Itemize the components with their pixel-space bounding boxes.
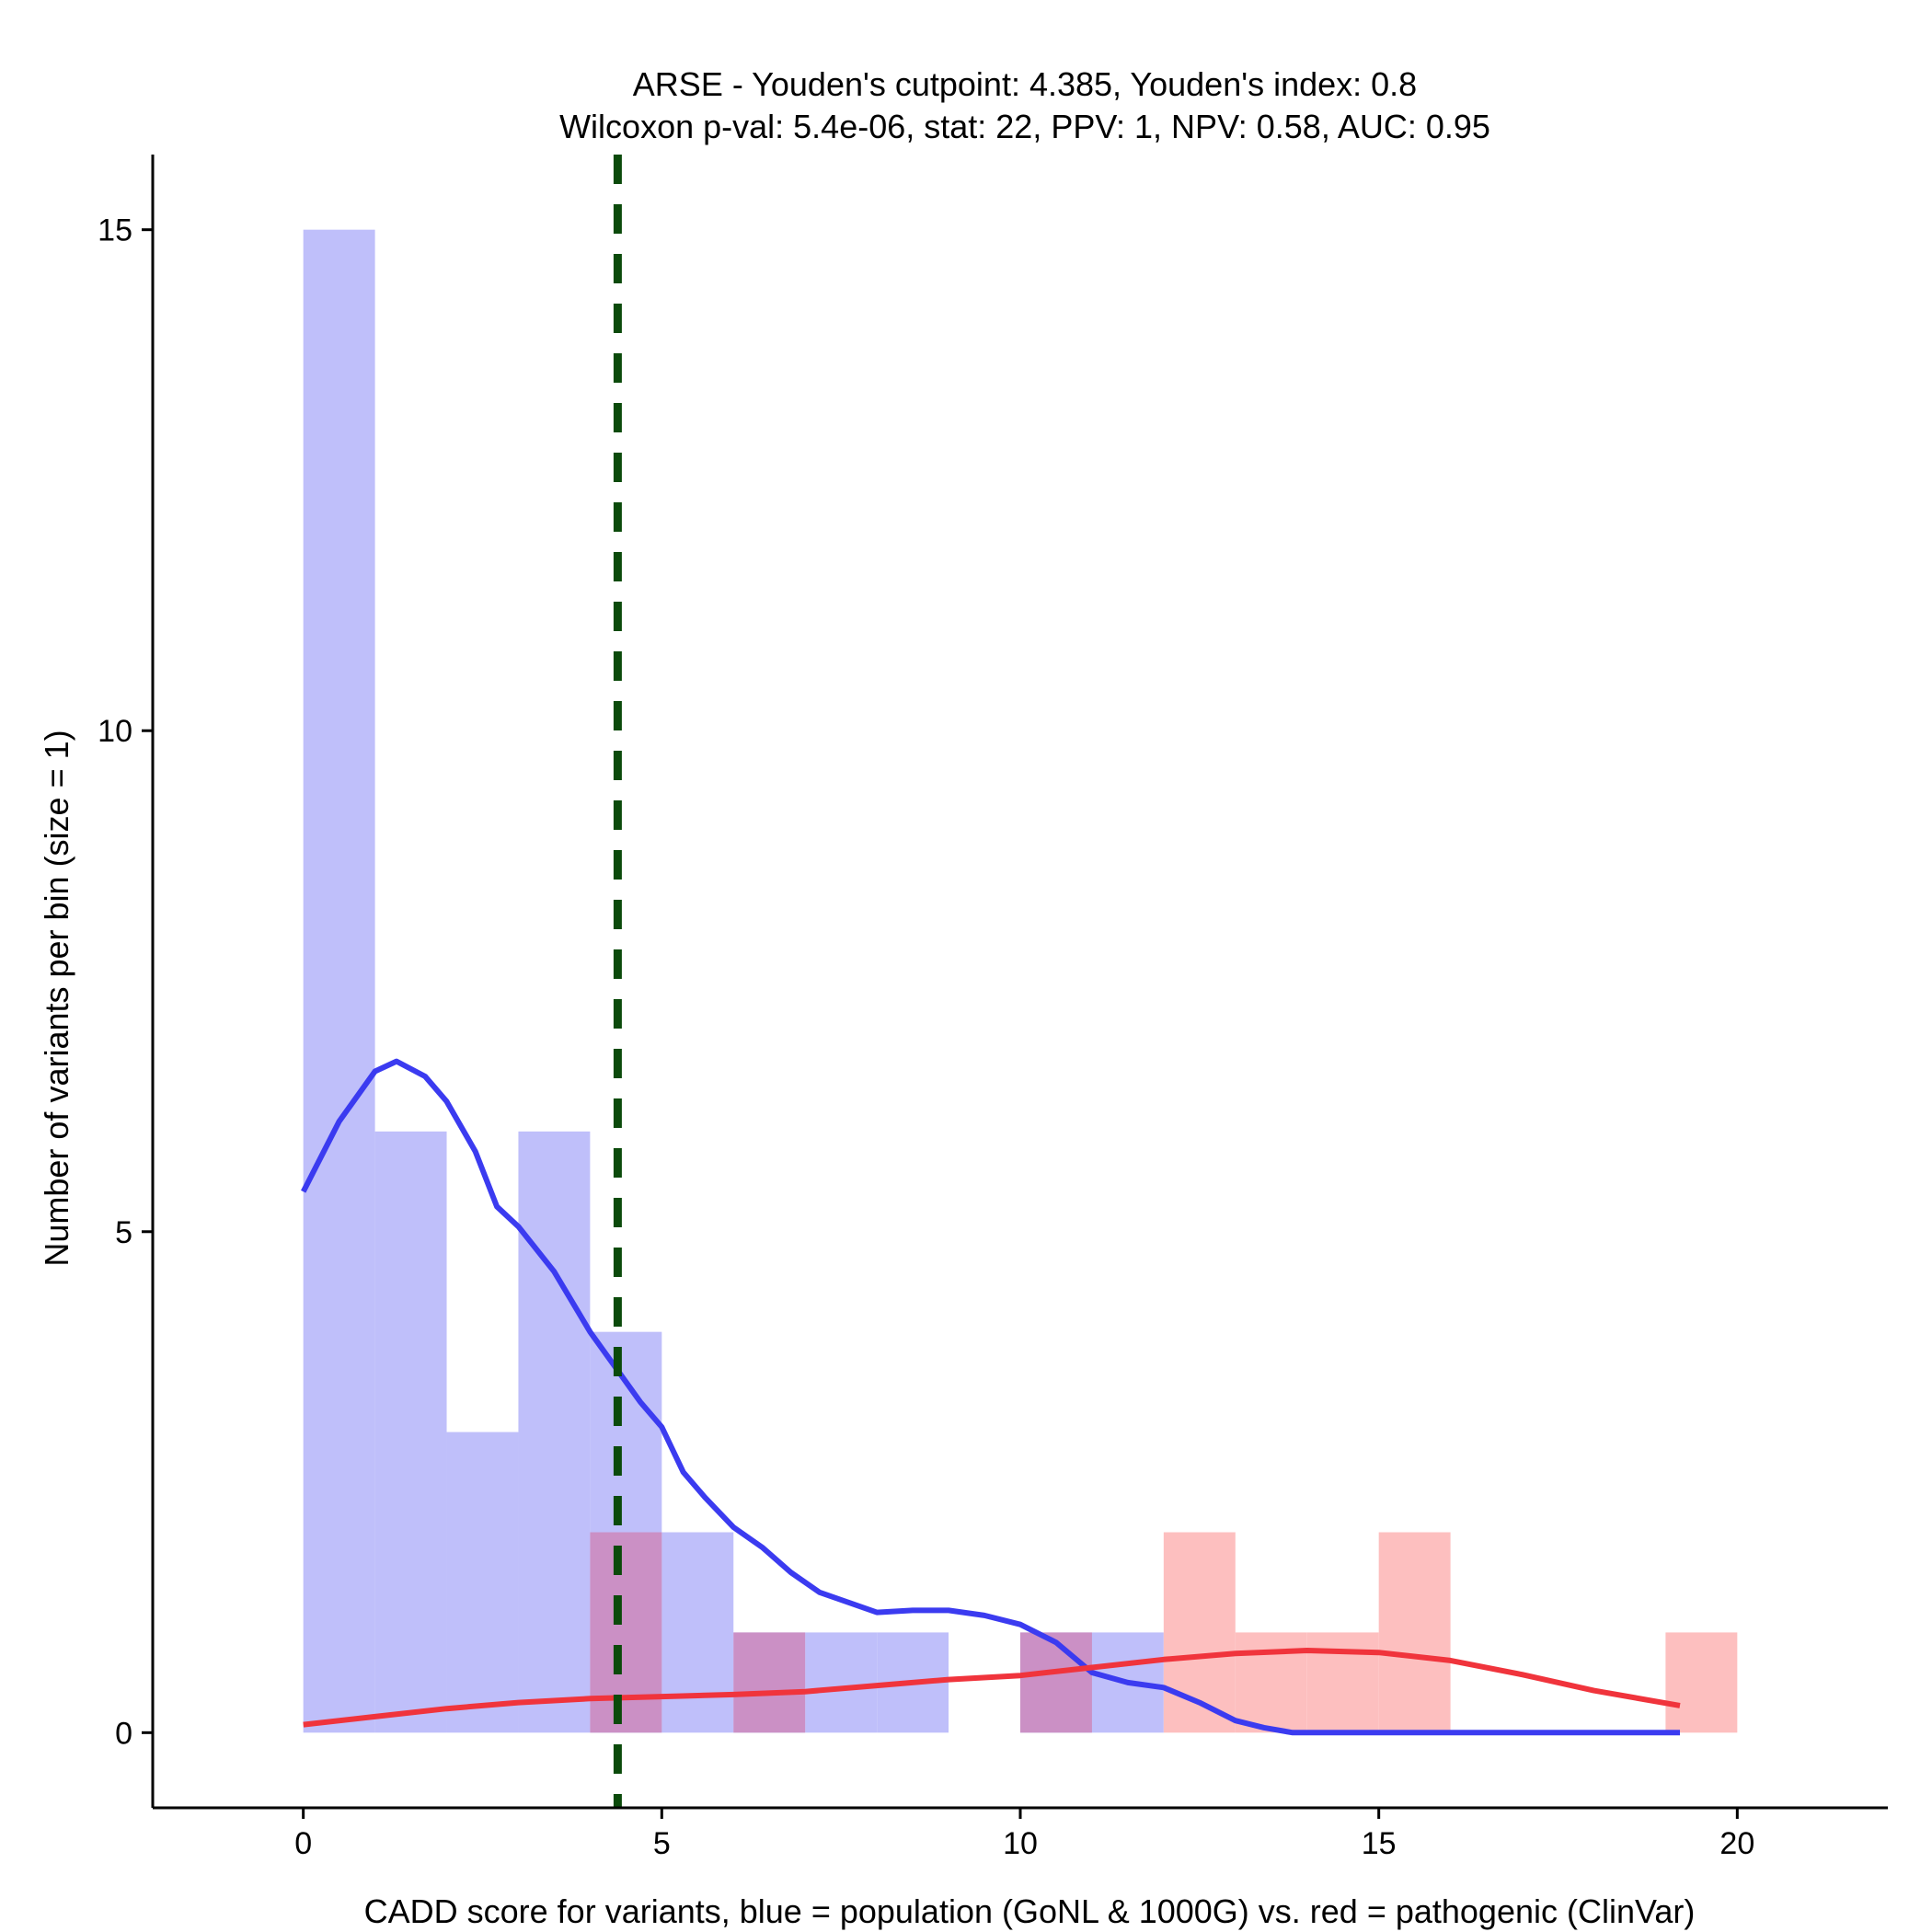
population-bar (446, 1432, 519, 1733)
overlap-bar (590, 1532, 662, 1733)
pathogenic-bar (1163, 1532, 1236, 1733)
population-bar (303, 229, 375, 1733)
population-density-line (301, 1058, 1680, 1736)
chart-title-line-2: Wilcoxon p-val: 5.4e-06, stat: 22, PPV: … (559, 108, 1490, 145)
x-tick-label: 15 (1362, 1826, 1397, 1861)
y-axis-title: Number of variants per bin (size = 1) (38, 730, 75, 1266)
pathogenic-bar (1235, 1632, 1307, 1733)
overlap-bar (1020, 1632, 1092, 1733)
population-bar (661, 1532, 734, 1733)
pathogenic-bar (1665, 1632, 1738, 1733)
x-tick-label: 0 (294, 1826, 312, 1861)
y-tick-label: 15 (98, 213, 132, 248)
y-tick-label: 0 (115, 1716, 132, 1751)
population-bar (374, 1131, 447, 1733)
x-tick-label: 5 (653, 1826, 671, 1861)
overlap-bar (733, 1632, 806, 1733)
x-axis-title: CADD score for variants, blue = populati… (364, 1892, 1696, 1930)
axes: 0 5 10 15 20 0 5 10 15 (98, 155, 1888, 1861)
pathogenic-bar (1306, 1632, 1379, 1733)
pathogenic-density-line (303, 1648, 1681, 1728)
pathogenic-bar (1378, 1532, 1451, 1733)
y-tick-label: 10 (98, 714, 132, 749)
histogram-bars (303, 229, 1738, 1733)
x-tick-label: 20 (1719, 1826, 1754, 1861)
x-tick-label: 10 (1003, 1826, 1038, 1861)
y-tick-label: 5 (115, 1215, 132, 1250)
population-bar (518, 1131, 591, 1733)
population-bar (805, 1632, 878, 1733)
density-curves (301, 1058, 1681, 1736)
chart-title-line-1: ARSE - Youden's cutpoint: 4.385, Youden'… (633, 65, 1417, 103)
